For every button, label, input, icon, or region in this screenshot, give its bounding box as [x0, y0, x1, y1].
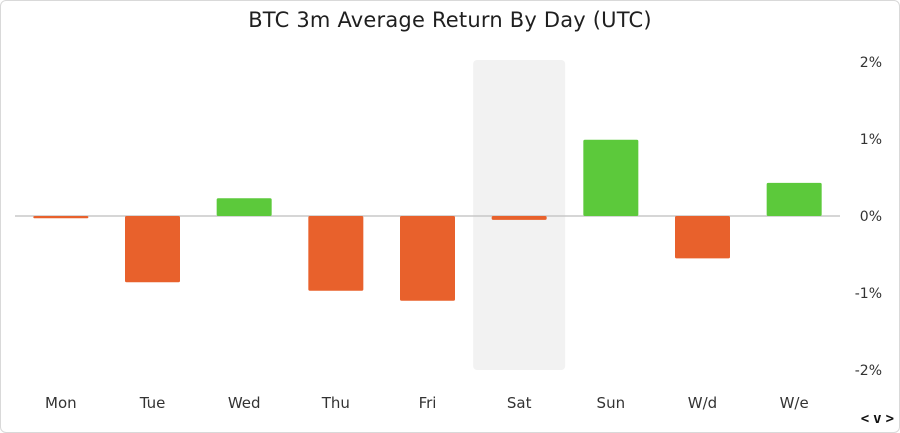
x-tick-label: Wed: [228, 394, 261, 412]
bar-tue[interactable]: [125, 216, 180, 283]
bar-sun[interactable]: [583, 139, 639, 216]
bar-thu[interactable]: [308, 216, 364, 291]
bar-we[interactable]: [766, 182, 822, 216]
next-arrow-icon[interactable]: >: [885, 411, 894, 427]
bar-fri[interactable]: [400, 216, 455, 301]
chart-nav: < v >: [861, 411, 894, 427]
prev-arrow-icon[interactable]: <: [860, 411, 870, 427]
bar-mon[interactable]: [33, 216, 89, 219]
x-tick-label: Fri: [419, 394, 437, 412]
y-tick-label: 1%: [860, 132, 882, 148]
x-tick-label: W/e: [780, 394, 809, 412]
x-tick-label: Thu: [321, 394, 350, 412]
y-tick-label: 0%: [860, 209, 882, 225]
bar-wd[interactable]: [675, 216, 730, 259]
bar-sat[interactable]: [491, 216, 547, 220]
highlight-band: [473, 60, 566, 370]
bar-wed[interactable]: [216, 198, 272, 216]
x-tick-label: Sun: [597, 394, 626, 412]
x-tick-label: W/d: [688, 394, 717, 412]
x-tick-label: Tue: [139, 394, 166, 412]
chart-title: BTC 3m Average Return By Day (UTC): [248, 8, 652, 32]
chevron-down-icon[interactable]: v: [873, 411, 882, 427]
y-tick-label: -2%: [855, 363, 882, 379]
x-tick-label: Sat: [507, 394, 532, 412]
x-tick-label: Mon: [45, 394, 77, 412]
y-tick-label: 2%: [860, 55, 882, 71]
y-tick-label: -1%: [855, 286, 882, 302]
